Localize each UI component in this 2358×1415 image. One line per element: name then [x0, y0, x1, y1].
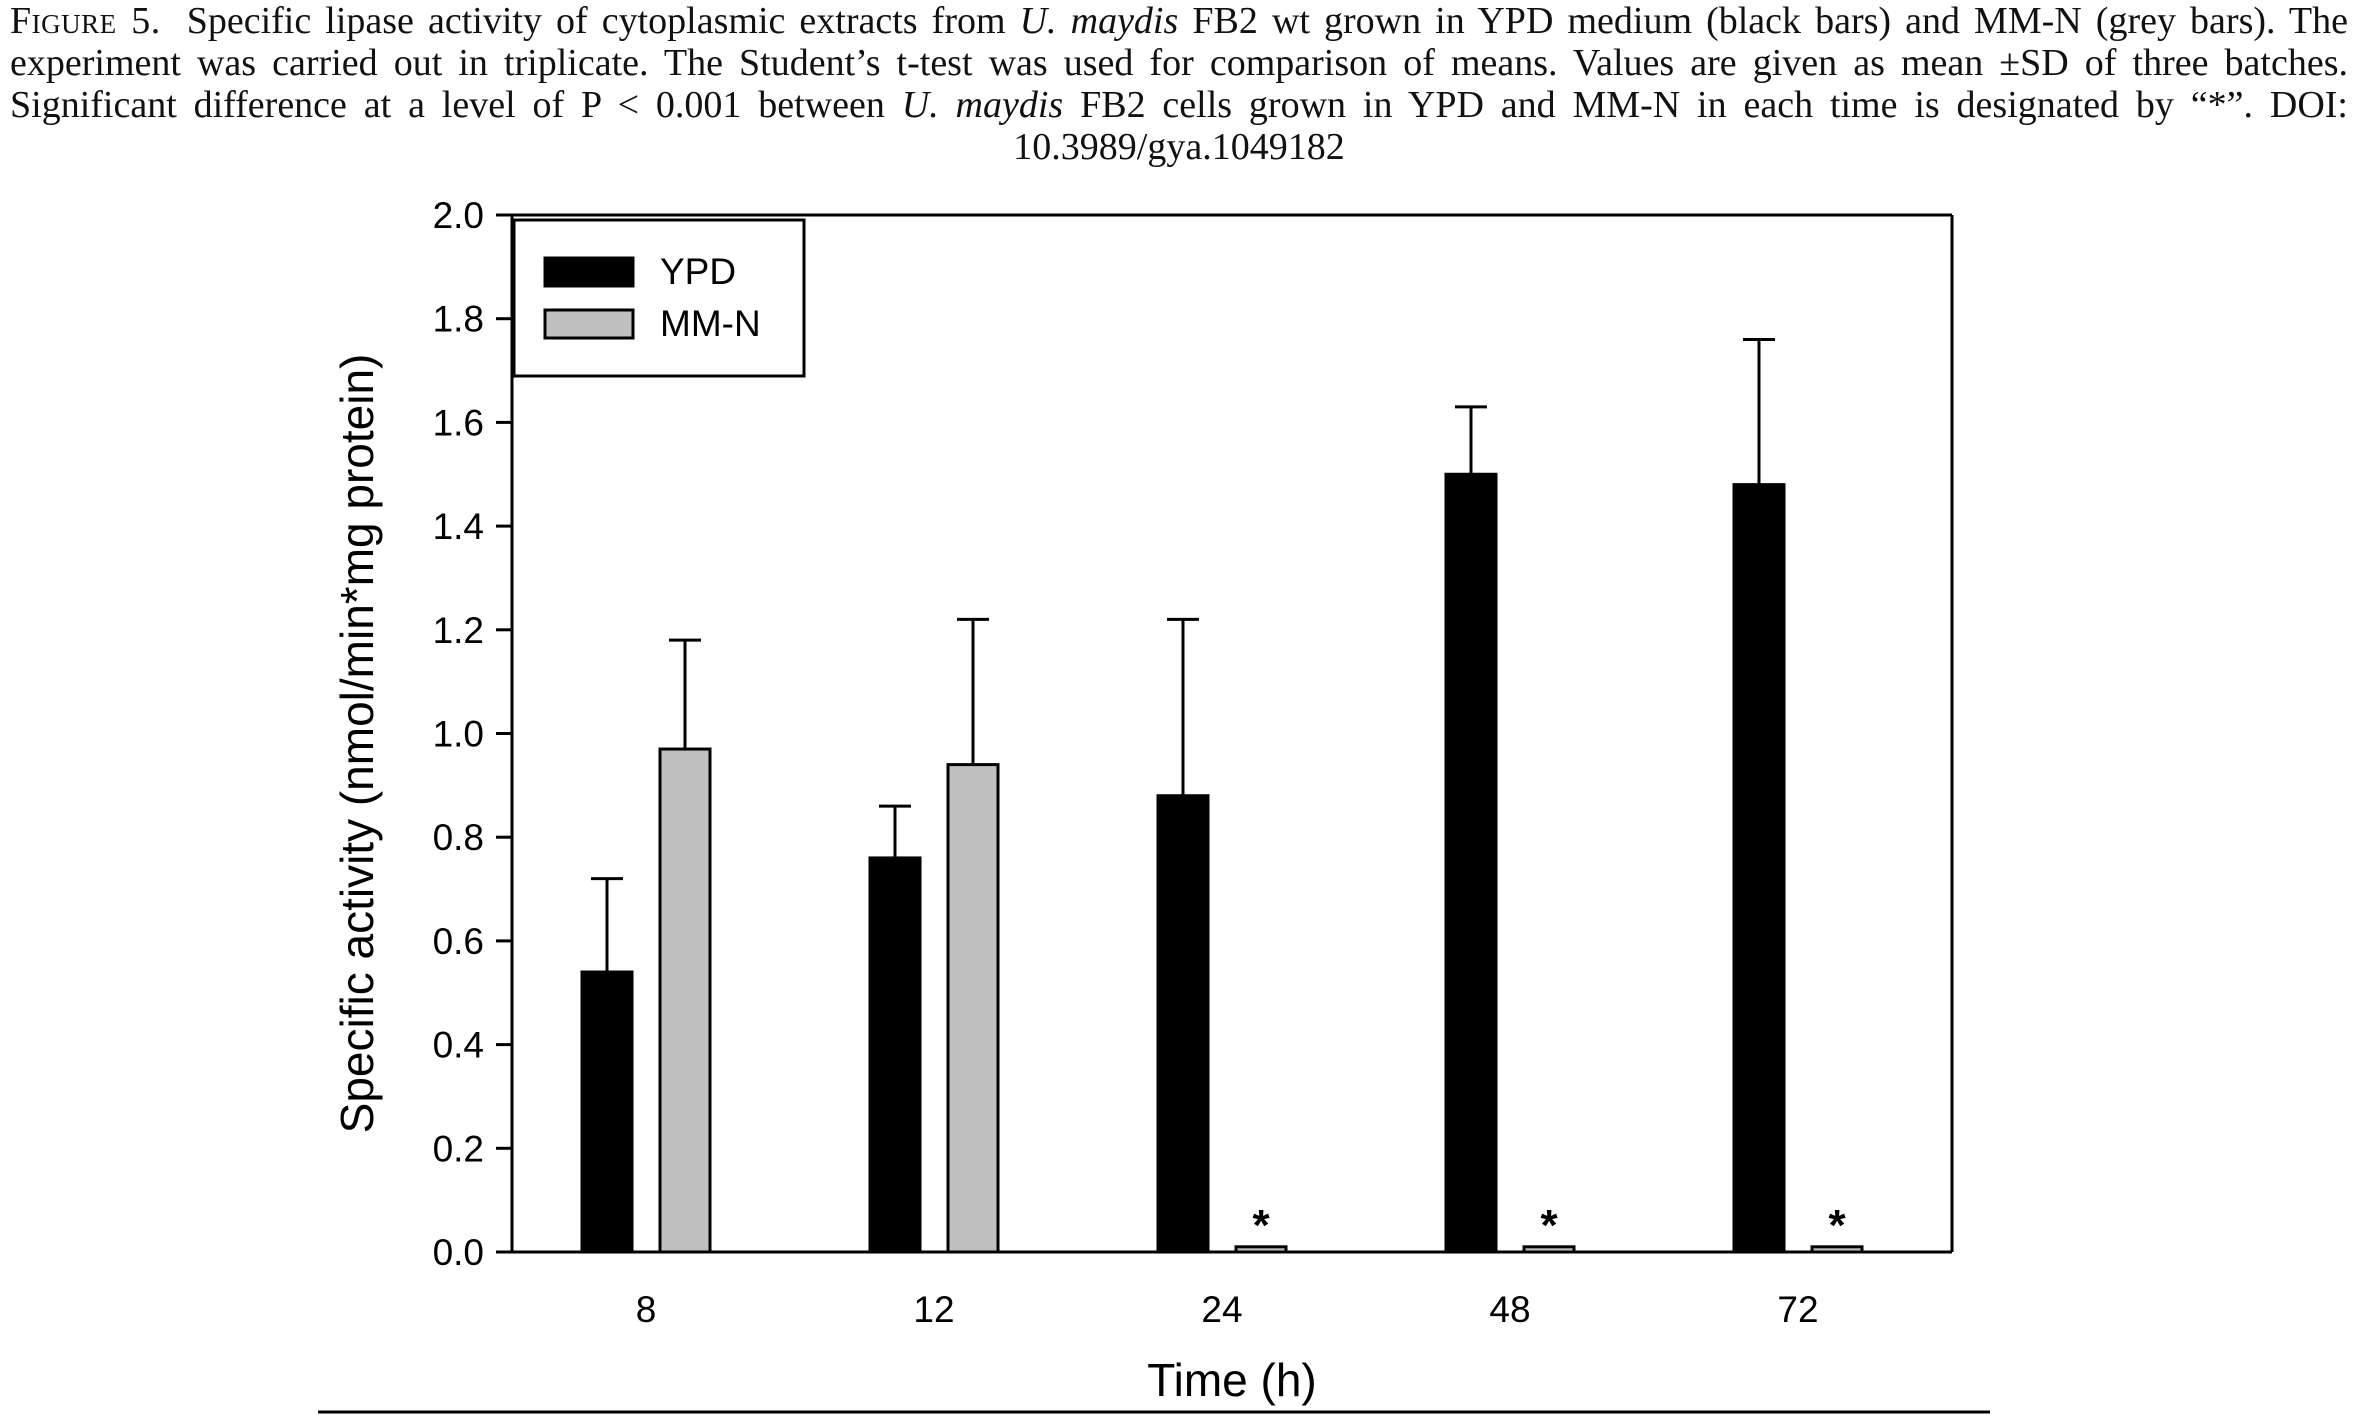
bar-mm-n-8 — [658, 747, 712, 1254]
legend-label-ypd: YPD — [660, 251, 736, 292]
significance-mark: * — [1252, 1201, 1270, 1250]
y-axis-title: Specific activity (nmol/min*mg protein) — [331, 354, 383, 1134]
y-tick-label: 1.2 — [433, 610, 484, 651]
y-tick-label: 0.8 — [433, 817, 484, 858]
bar-ypd-24 — [1156, 794, 1210, 1254]
significance-mark: * — [1540, 1201, 1558, 1250]
x-tick-label: 12 — [913, 1289, 954, 1330]
y-tick-label: 0.2 — [433, 1128, 484, 1169]
caption-text-3: FB2 cells grown in YPD and MM-N in each … — [1013, 84, 2348, 168]
x-tick-label: 8 — [636, 1289, 657, 1330]
x-tick-label: 72 — [1777, 1289, 1818, 1330]
legend-swatch-mm-n — [543, 308, 635, 340]
caption-species-2: U. maydis — [901, 84, 1064, 126]
y-tick-label: 0.4 — [433, 1025, 484, 1066]
chart-axes — [318, 213, 1990, 1414]
figure-label: Figure 5. — [10, 0, 161, 42]
figure-caption: Figure 5. Specific lipase activity of cyt… — [10, 0, 2348, 168]
bar-mm-n-24 — [1234, 1245, 1288, 1254]
significance-mark: * — [1828, 1201, 1846, 1250]
legend-label-mm-n: MM-N — [660, 303, 761, 344]
chart-labels: 0.00.20.40.60.81.01.21.41.61.82.08 12*24*… — [331, 195, 1846, 1406]
y-tick-label: 1.8 — [433, 299, 484, 340]
y-tick-label: 0.6 — [433, 921, 484, 962]
chart-legend: YPD MM-N — [512, 218, 806, 378]
bar-ypd-48 — [1444, 472, 1498, 1254]
legend-box — [512, 218, 806, 378]
y-tick-label: 1.4 — [433, 506, 484, 547]
caption-text-2: FB2 wt grown in YPD medium (black bars) … — [10, 0, 2348, 126]
bar-mm-n-12 — [946, 763, 1000, 1254]
bar-ypd-72 — [1732, 483, 1786, 1254]
bar-ypd-12 — [868, 856, 922, 1254]
bar-ypd-8 — [580, 970, 634, 1254]
bar-mm-n-48 — [1522, 1245, 1576, 1254]
bar-mm-n-72 — [1810, 1245, 1864, 1254]
caption-text-1: Specific lipase activity of cytoplasmic … — [186, 0, 1020, 42]
legend-swatch-ypd — [543, 256, 635, 288]
x-tick-label: 24 — [1201, 1289, 1242, 1330]
caption-species-1: U. maydis — [1019, 0, 1179, 42]
y-tick-label: 1.0 — [433, 714, 484, 755]
x-tick-label: 48 — [1489, 1289, 1530, 1330]
y-tick-label: 0.0 — [433, 1232, 484, 1273]
chart-bars — [580, 337, 1864, 1254]
y-tick-label: 2.0 — [433, 195, 484, 236]
x-axis-title: Time (h) — [1147, 1354, 1317, 1406]
y-tick-label: 1.6 — [433, 402, 484, 443]
